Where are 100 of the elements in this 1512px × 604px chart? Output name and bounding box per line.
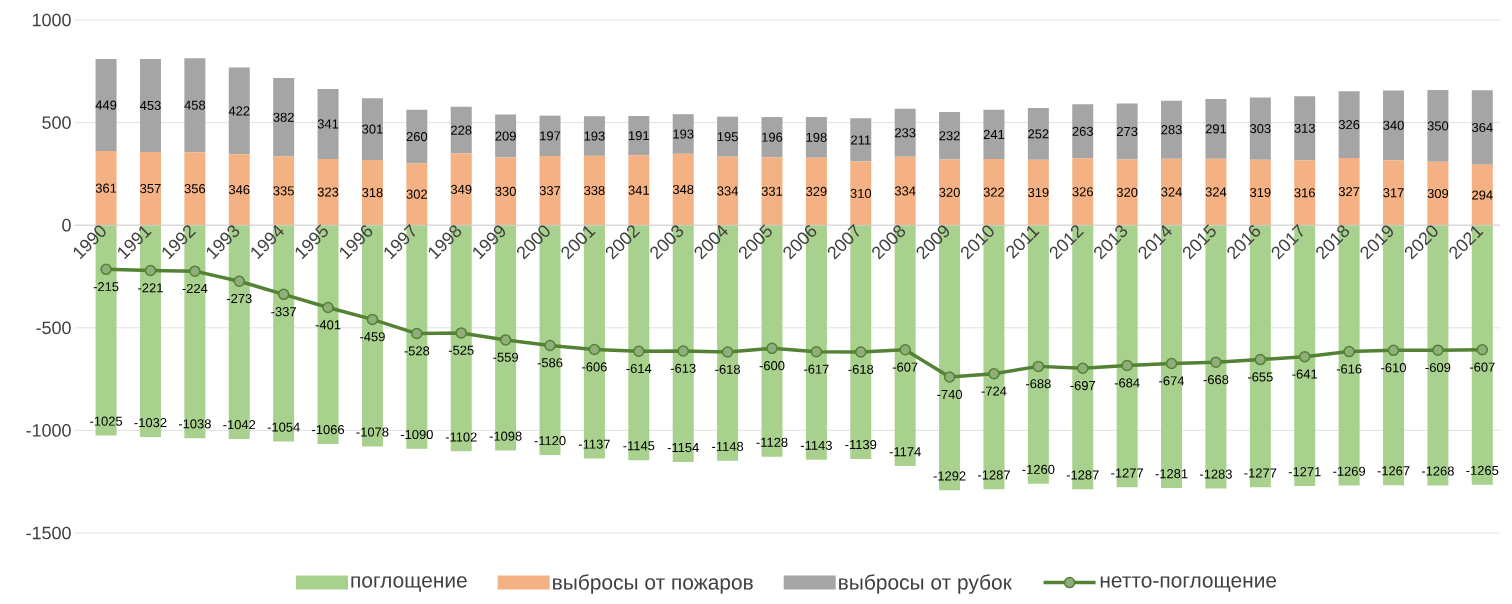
bar [1161, 100, 1183, 159]
bar [495, 114, 517, 158]
data-label: 320 [939, 187, 960, 197]
data-label: 193 [673, 129, 694, 139]
bar [628, 155, 650, 226]
bar [850, 161, 872, 226]
bar [805, 117, 827, 158]
data-label: -1078 [356, 427, 389, 437]
bar [184, 58, 206, 153]
data-label: 324 [1161, 187, 1182, 197]
bar [539, 156, 561, 226]
legend-label: выбросы от рубок [839, 574, 1012, 594]
data-label: -697 [1070, 380, 1096, 391]
data-label: -1267 [1377, 466, 1410, 476]
data-label: 283 [1161, 125, 1182, 135]
bar [317, 158, 339, 226]
data-label: -215 [93, 282, 119, 292]
point [1032, 360, 1045, 373]
data-label: -1102 [445, 432, 477, 442]
point [544, 339, 556, 352]
y-tick-label: 1000 [32, 13, 71, 27]
bar [139, 58, 161, 152]
data-label: -1066 [312, 424, 345, 435]
bar [1294, 160, 1316, 226]
bar [450, 153, 472, 226]
data-label: -1098 [489, 431, 522, 441]
data-label: -401 [315, 320, 341, 330]
data-label: -337 [271, 307, 296, 317]
data-label: 356 [184, 184, 206, 194]
data-label: 458 [184, 100, 206, 110]
data-label: 232 [939, 131, 960, 141]
bar [939, 159, 961, 226]
data-label: 453 [139, 100, 161, 111]
data-label: 197 [540, 131, 561, 141]
data-label: -609 [1425, 362, 1451, 373]
bar [361, 159, 383, 226]
data-label: -459 [360, 332, 385, 342]
data-label: -617 [804, 364, 829, 374]
bar [450, 106, 472, 154]
data-label: -1277 [1111, 468, 1144, 478]
data-label: 319 [1250, 187, 1271, 198]
bar [1471, 90, 1493, 165]
data-label: -1154 [667, 443, 699, 453]
data-label: 337 [539, 186, 561, 196]
bar [1161, 158, 1183, 226]
data-label: -1120 [534, 436, 566, 446]
data-label: -1174 [889, 447, 921, 457]
data-label: -1145 [623, 441, 655, 451]
legend-label: выбросы от пожаров [553, 574, 753, 594]
point [943, 371, 956, 383]
point [1165, 357, 1178, 370]
data-label: 233 [895, 128, 916, 138]
data-label: 320 [1116, 187, 1138, 197]
point [322, 301, 334, 314]
data-label: -606 [582, 362, 607, 372]
data-label: -525 [448, 345, 474, 355]
data-label: 334 [717, 186, 739, 196]
point [988, 368, 1000, 380]
bar [805, 157, 827, 226]
bar [1072, 104, 1094, 159]
data-label: 334 [894, 186, 916, 196]
point [1210, 356, 1222, 369]
data-label: 322 [983, 187, 1005, 197]
point [277, 288, 290, 301]
data-label: 195 [717, 132, 738, 142]
data-label: 303 [1250, 124, 1271, 134]
data-label: 330 [495, 186, 516, 196]
data-label: 273 [1117, 126, 1138, 137]
point [633, 345, 645, 357]
bar [184, 152, 206, 226]
data-label: -1137 [578, 439, 610, 449]
data-label: 294 [1472, 190, 1493, 200]
data-label: -607 [892, 362, 918, 372]
data-label: -1268 [1421, 466, 1454, 476]
bar [1383, 90, 1405, 161]
point [233, 275, 246, 287]
data-label: 341 [628, 185, 649, 195]
point [721, 346, 734, 358]
data-label: -1281 [1155, 469, 1188, 479]
data-label: 260 [406, 131, 428, 142]
bar [1338, 158, 1360, 226]
bar [361, 98, 383, 160]
point [1387, 344, 1400, 357]
y-tick-label: -1500 [26, 526, 71, 540]
data-label: -273 [226, 293, 252, 304]
point [455, 327, 467, 339]
data-label: 324 [1205, 187, 1227, 197]
point [766, 342, 778, 355]
point [411, 327, 423, 340]
legend-label: поглощение [351, 576, 467, 592]
data-label: 338 [584, 185, 605, 196]
bar [939, 111, 961, 160]
bar [406, 109, 428, 164]
data-label: -1287 [977, 470, 1010, 480]
bar [894, 108, 916, 157]
bar [95, 58, 117, 152]
data-label: 329 [806, 186, 827, 197]
data-label: 357 [140, 183, 161, 194]
bar [1338, 91, 1360, 159]
point [499, 334, 512, 346]
